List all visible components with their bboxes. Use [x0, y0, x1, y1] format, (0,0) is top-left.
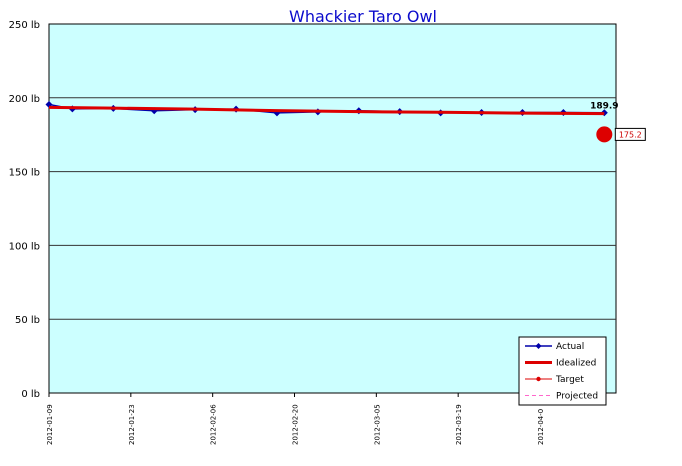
x-tick-label: 2012-03-19 — [455, 404, 463, 445]
legend-marker-target — [536, 376, 541, 382]
y-tick-label: 150 lb — [9, 168, 40, 179]
plot-area — [48, 23, 617, 394]
x-tick-label: 2012-03-05 — [373, 404, 381, 445]
legend-marker-actual — [535, 343, 542, 349]
y-tick-label: 50 lb — [15, 315, 40, 326]
series-idealized-line — [48, 105, 605, 116]
x-tick-label: 2012-02-06 — [210, 404, 218, 445]
legend-label: Target — [555, 375, 584, 385]
legend-label: Projected — [556, 392, 598, 402]
legend-label: Idealized — [556, 359, 596, 369]
chart-title: Whackier Taro Owl — [289, 7, 437, 26]
x-tick-label: 2012-02-20 — [292, 404, 300, 445]
end-value-label: 189.9 — [590, 102, 618, 112]
target-label-box — [614, 127, 646, 141]
y-tick-label: 0 lb — [21, 389, 40, 400]
y-tick-label: 200 lb — [9, 94, 40, 105]
y-tick-label: 100 lb — [9, 241, 40, 252]
legend-label: Actual — [556, 342, 584, 352]
target-value-label: 175.2 — [619, 130, 642, 139]
legend-box — [518, 336, 607, 406]
x-tick-label: 2012-01-09 — [46, 404, 54, 445]
x-tick-label: 2012-01-23 — [128, 404, 136, 445]
y-tick-label: 250 lb — [9, 20, 40, 31]
x-tick-label: 2012-04-0 — [537, 409, 545, 445]
target-marker — [596, 126, 613, 143]
